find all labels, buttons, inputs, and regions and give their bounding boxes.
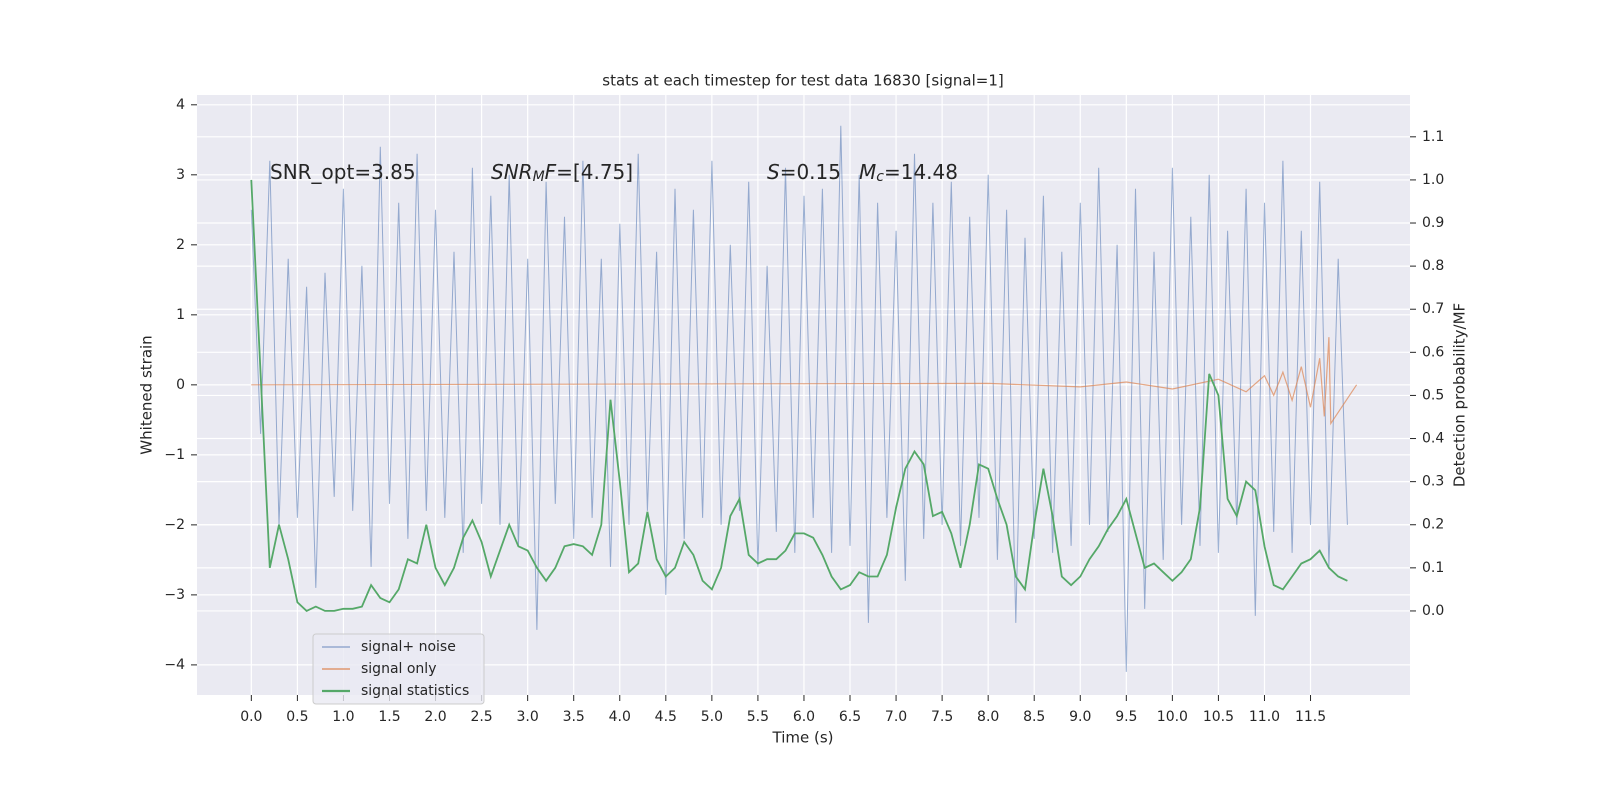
annotation-part: M [533,169,545,185]
y2-tick-label: 0.3 [1422,474,1444,490]
x-tick-label: 1.0 [332,709,354,725]
legend: signal+ noise signal only signal statistic… [312,633,485,705]
x-tick-label: 4.5 [655,709,677,725]
y2-tick-label: 0.1 [1422,560,1444,576]
annotation-part: F [545,160,557,184]
annotation-part: SNR [491,160,533,184]
x-tick-label: 11.5 [1295,709,1326,725]
chart-title: stats at each timestep for test data 168… [602,72,1003,90]
annotation-part: c [876,169,884,185]
x-tick-label: 5.0 [701,709,723,725]
annotation-part: =14.48 [884,160,958,184]
x-tick-label: 2.0 [424,709,446,725]
annotation-part: SNR_opt=3.85 [270,160,416,184]
x-tick-label: 3.0 [517,709,539,725]
y2-tick-label: 0.8 [1422,258,1444,274]
x-tick-label: 0.0 [240,709,262,725]
legend-label: signal+ noise [361,639,456,655]
x-tick-label: 10.5 [1203,709,1234,725]
x-tick-label: 7.5 [931,709,953,725]
y-tick-label: 4 [176,97,185,113]
y2-tick-label: 0.6 [1422,344,1444,360]
x-tick-label: 8.0 [977,709,999,725]
x-tick-label: 7.0 [885,709,907,725]
series-line [251,337,1358,426]
annotation: SNR_opt=3.85 [270,160,416,184]
legend-label: signal only [361,661,436,677]
y2-tick-label: 0.9 [1422,215,1444,231]
y2-tick-label: 1.1 [1422,129,1444,145]
y2-axis-label: Detection probability/MF [1451,303,1469,487]
y2-tick-label: 0.2 [1422,517,1444,533]
y2-tick-label: 0.4 [1422,431,1444,447]
y-tick-label: −4 [164,657,185,673]
annotation: S=0.15 [767,160,841,184]
legend-label: signal statistics [361,683,469,699]
x-axis-label: Time (s) [772,729,834,747]
y-tick-label: 3 [176,167,185,183]
annotation-part: =0.15 [780,160,841,184]
y-tick-label: −2 [164,517,185,533]
x-tick-label: 5.5 [747,709,769,725]
legend-box [312,633,485,705]
y2-tick-label: 0.0 [1422,603,1444,619]
x-tick-label: 8.5 [1023,709,1045,725]
x-tick-label: 1.5 [378,709,400,725]
y2-tick-label: 0.7 [1422,301,1444,317]
x-tick-label: 9.0 [1069,709,1091,725]
x-tick-label: 10.0 [1157,709,1188,725]
series-line [250,179,1348,612]
x-tick-label: 9.5 [1115,709,1137,725]
y-axis-label: Whitened strain [138,335,156,454]
marks [250,125,1358,672]
y2-tick-label: 0.5 [1422,387,1444,403]
annotation: SNRMF=[4.75] [491,160,633,185]
x-tick-label: 11.0 [1249,709,1280,725]
annotation: Mc=14.48 [859,160,958,185]
annotation-part: =[4.75] [556,160,633,184]
series-line [250,125,1348,672]
y-tick-label: −1 [164,447,185,463]
y2-tick-label: 1.0 [1422,172,1444,188]
x-tick-label: 6.0 [793,709,815,725]
y-tick-label: −3 [164,587,185,603]
x-tick-label: 2.5 [470,709,492,725]
x-tick-label: 4.0 [609,709,631,725]
x-tick-label: 3.5 [563,709,585,725]
x-tick-label: 0.5 [286,709,308,725]
annotation-part: S [767,160,780,184]
y-tick-label: 2 [176,237,185,253]
x-tick-label: 6.5 [839,709,861,725]
y-tick-label: 1 [176,307,185,323]
labels: 0.0 0.5 1.0 1.5 2.0 2.5 3.0 3.5 4.0 4.5 5.0 5.5 6.0 6… [164,97,1444,725]
annotation-part: M [859,160,876,184]
y-tick-label: 0 [176,377,185,393]
